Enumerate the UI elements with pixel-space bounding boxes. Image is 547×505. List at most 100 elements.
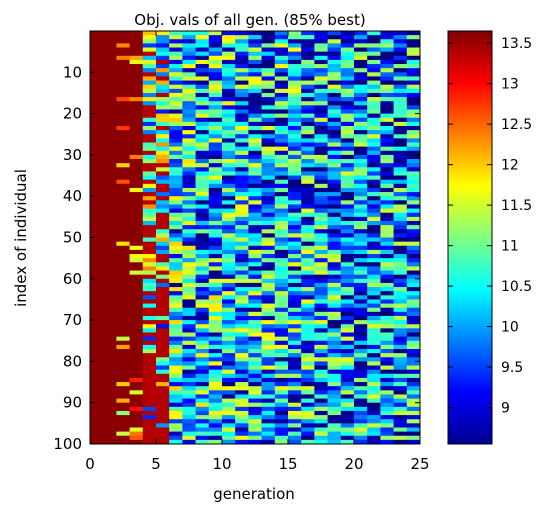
heatmap-cell: [327, 419, 342, 424]
heatmap-cell: [208, 307, 223, 313]
heatmap-cell: [406, 72, 421, 77]
heatmap-cell: [156, 68, 170, 73]
heatmap-cell: [116, 51, 131, 57]
heatmap-cell: [169, 212, 183, 218]
heatmap-cell: [288, 249, 302, 255]
heatmap-cell: [156, 183, 170, 189]
heatmap-cell: [103, 134, 117, 139]
heatmap-cell: [235, 365, 249, 371]
heatmap-cell: [235, 344, 249, 350]
heatmap-cell: [261, 369, 276, 375]
heatmap-cell: [393, 439, 408, 445]
heatmap-cell: [354, 229, 368, 234]
heatmap-cell: [156, 220, 170, 226]
heatmap-cell: [288, 266, 302, 272]
heatmap-cell: [406, 295, 421, 300]
heatmap-cell: [301, 130, 315, 135]
heatmap-cell: [116, 43, 131, 49]
heatmap-cell: [261, 336, 276, 342]
heatmap-cell: [288, 216, 302, 222]
heatmap-cell: [301, 287, 315, 292]
heatmap-cell: [354, 266, 368, 272]
heatmap-cell: [116, 212, 131, 218]
heatmap-cell: [261, 163, 276, 168]
heatmap-cell: [222, 287, 236, 292]
heatmap-cell: [103, 287, 117, 292]
heatmap-cell: [393, 237, 408, 243]
heatmap-cell: [288, 278, 302, 284]
heatmap-cell: [195, 311, 210, 317]
heatmap-cell: [261, 200, 276, 205]
heatmap-cell: [288, 382, 302, 387]
heatmap-cell: [103, 43, 117, 49]
heatmap-cell: [208, 394, 223, 400]
heatmap-cell: [261, 229, 276, 234]
heatmap-cell: [406, 179, 421, 185]
heatmap-cell: [235, 386, 249, 391]
heatmap-cell: [142, 336, 157, 342]
heatmap-cell: [393, 192, 408, 197]
heatmap-cell: [156, 340, 170, 346]
heatmap-cell: [380, 130, 395, 135]
heatmap-cell: [340, 204, 355, 210]
heatmap-cell: [248, 76, 263, 82]
heatmap-cell: [301, 117, 315, 123]
heatmap-cell: [103, 233, 117, 238]
heatmap-cell: [327, 278, 342, 284]
heatmap-cell: [380, 167, 395, 172]
heatmap-cell: [248, 365, 263, 371]
heatmap-cell: [274, 68, 289, 73]
heatmap-cell: [169, 216, 183, 222]
heatmap-cell: [340, 142, 355, 148]
heatmap-cell: [261, 291, 276, 296]
heatmap-cell: [340, 101, 355, 106]
heatmap-cell: [169, 35, 183, 40]
heatmap-cell: [142, 270, 157, 276]
heatmap-cell: [142, 369, 157, 375]
heatmap-cell: [393, 369, 408, 375]
heatmap-cell: [314, 187, 329, 193]
heatmap-cell: [367, 92, 381, 98]
heatmap-cell: [129, 39, 144, 44]
heatmap-cell: [248, 134, 263, 139]
heatmap-cell: [248, 291, 263, 296]
heatmap-cell: [380, 59, 395, 65]
heatmap-cell: [327, 80, 342, 86]
heatmap-cell: [208, 125, 223, 131]
heatmap-cell: [235, 163, 249, 168]
heatmap-cell: [222, 154, 236, 160]
heatmap-cell: [208, 51, 223, 57]
heatmap-cell: [367, 258, 381, 263]
heatmap-cell: [288, 369, 302, 375]
heatmap-cell: [142, 55, 157, 61]
heatmap-cell: [222, 361, 236, 367]
heatmap-cell: [169, 266, 183, 272]
heatmap-cell: [367, 31, 381, 36]
heatmap-cell: [222, 336, 236, 342]
heatmap-cell: [314, 150, 329, 156]
heatmap-cell: [354, 208, 368, 214]
heatmap-cell: [327, 423, 342, 428]
heatmap-cell: [90, 125, 104, 131]
heatmap-cell: [235, 167, 249, 172]
heatmap-cell: [116, 415, 131, 420]
heatmap-cell: [393, 88, 408, 94]
heatmap-cell: [129, 212, 144, 218]
heatmap-cell: [235, 225, 249, 230]
heatmap-cell: [222, 76, 236, 82]
heatmap-cell: [314, 394, 329, 400]
heatmap-cell: [182, 51, 197, 57]
heatmap-cell: [274, 175, 289, 181]
heatmap-cell: [301, 357, 315, 362]
heatmap-cell: [116, 134, 131, 139]
heatmap-cell: [248, 431, 263, 437]
heatmap-cell: [288, 117, 302, 123]
heatmap-cell: [406, 105, 421, 110]
heatmap-cell: [354, 427, 368, 433]
heatmap-cell: [235, 315, 249, 321]
heatmap-cell: [367, 121, 381, 127]
heatmap-cell: [301, 220, 315, 226]
heatmap-cell: [274, 423, 289, 428]
